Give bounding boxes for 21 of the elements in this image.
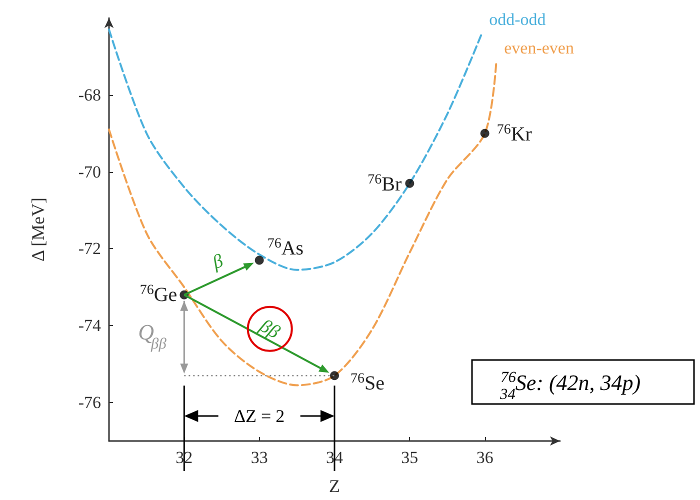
series-label: even-even xyxy=(504,38,574,58)
x-axis-title: Z xyxy=(329,476,340,496)
x-tick-label: 33 xyxy=(250,448,268,467)
annotation: $^{76}$Ge xyxy=(140,282,178,306)
annotation: $^{76}$Kr xyxy=(496,122,532,146)
x-tick-label: 36 xyxy=(476,448,494,467)
annotation: $^{76}$As xyxy=(267,236,304,260)
series-label: odd-odd xyxy=(489,10,546,29)
annotation: ΔZ = 2 xyxy=(234,406,285,426)
x-tick-label: 35 xyxy=(401,448,418,467)
y-tick-label: -74 xyxy=(78,316,102,336)
annotation: β xyxy=(208,250,226,274)
y-tick-label: -68 xyxy=(78,85,101,104)
y-tick-label: -72 xyxy=(78,239,101,258)
y-axis-title: Δ [MeV] xyxy=(28,197,48,262)
y-tick-label: -76 xyxy=(78,393,101,412)
annotation: ββ xyxy=(255,315,284,344)
annotation: Q$_{ββ}$ xyxy=(138,319,167,352)
y-tick-label: -70 xyxy=(78,162,101,182)
annotation: $^{76}$Br xyxy=(368,172,402,196)
annotation: $^{76}$Se xyxy=(350,371,385,395)
